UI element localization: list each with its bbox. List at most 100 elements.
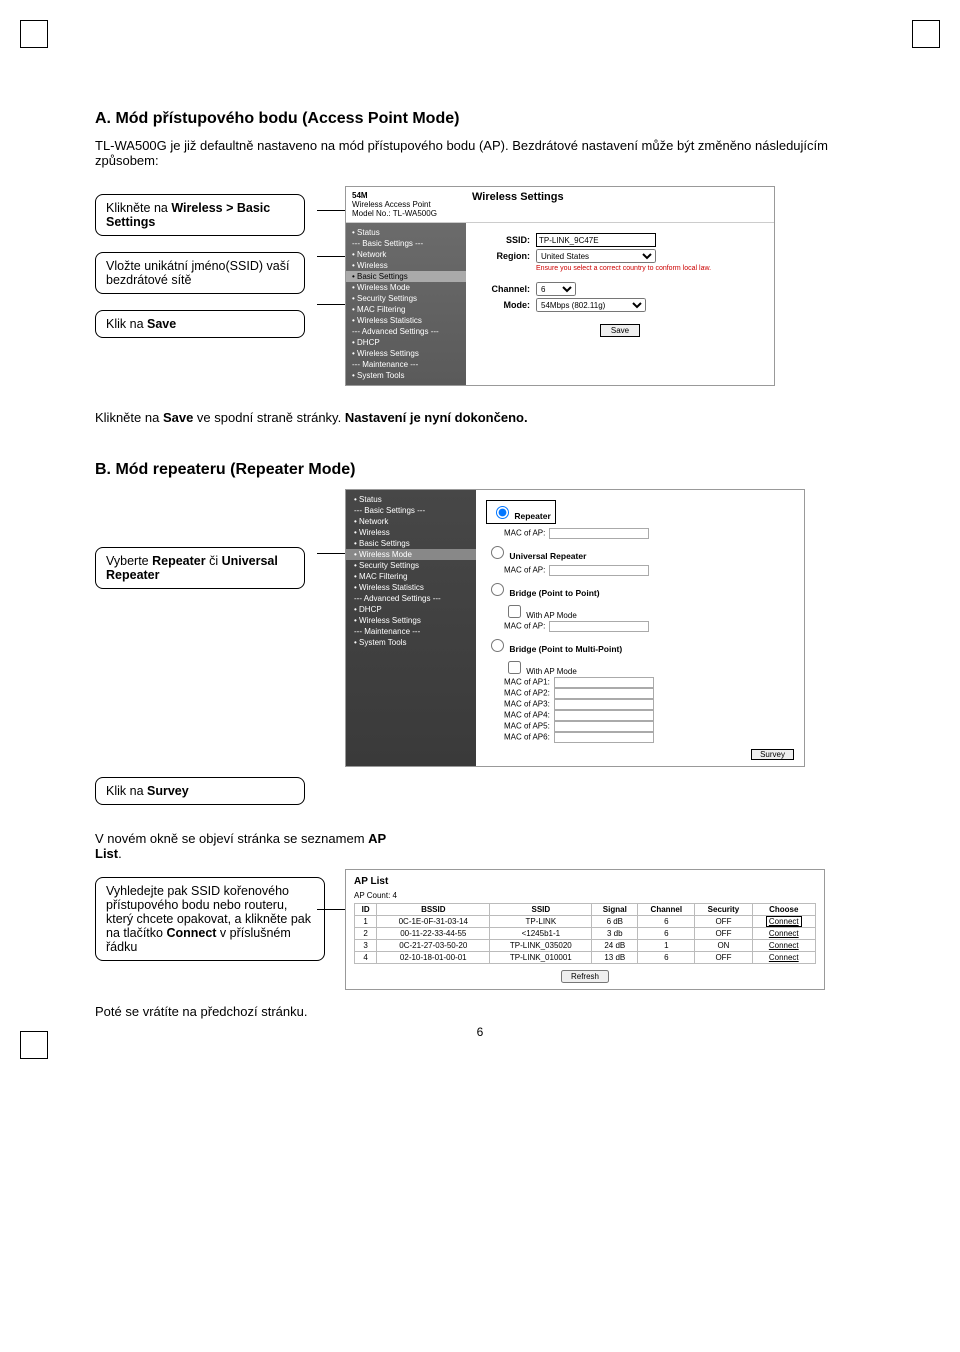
mac-of-ap-label3: MAC of AP: (504, 622, 545, 631)
nav-item[interactable]: • Security Settings (346, 560, 476, 571)
mac2-label: MAC of AP2: (504, 689, 550, 698)
radio-bridge-mp[interactable] (491, 639, 504, 652)
connect-link[interactable]: Connect (769, 953, 799, 962)
nav-heading: --- Basic Settings --- (346, 238, 466, 249)
nav-item[interactable]: • Wireless Settings (346, 348, 466, 359)
c2-pre: Klik na (106, 784, 147, 798)
region-label: Region: (476, 251, 536, 261)
screenshot-ap-list: AP List AP Count: 4 ID BSSID SSID Signal… (345, 869, 825, 990)
aftertext-bold2: Nastavení je nyní dokončeno. (345, 410, 528, 425)
mac-input[interactable] (554, 688, 654, 699)
col-choose: Choose (752, 904, 815, 916)
cell: 02-10-18-01-00-01 (377, 952, 490, 964)
brand-model: Model No.: TL-WA500G (352, 209, 460, 218)
mac6-label: MAC of AP6: (504, 733, 550, 742)
cell: OFF (695, 952, 752, 964)
callout3-pre: Klik na (106, 317, 147, 331)
nav-item[interactable]: • Security Settings (346, 293, 466, 304)
nav-item[interactable]: • Wireless (346, 527, 476, 538)
connector-line (317, 210, 345, 211)
section-a-aftertext: Klikněte na Save ve spodní straně stránk… (95, 410, 865, 425)
nav-item[interactable]: • MAC Filtering (346, 304, 466, 315)
mac-input[interactable] (549, 565, 649, 576)
col-ssid: SSID (490, 904, 592, 916)
ssid-input[interactable] (536, 233, 656, 247)
section-b-para1: V novém okně se objeví stránka se seznam… (95, 831, 415, 861)
nav-item[interactable]: • DHCP (346, 604, 476, 615)
region-select[interactable]: United States (536, 249, 656, 263)
cell: 2 (355, 928, 377, 940)
callout-survey: Klik na Survey (95, 777, 305, 805)
mac-input[interactable] (549, 528, 649, 539)
section-a-heading: A. Mód přístupového bodu (Access Point M… (95, 110, 865, 128)
mac-input[interactable] (554, 677, 654, 688)
save-button[interactable]: Save (600, 324, 640, 337)
p1-pre: V novém okně se objeví stránka se seznam… (95, 831, 368, 846)
connect-link[interactable]: Connect (769, 941, 799, 950)
connector-line (317, 909, 345, 910)
connect-link[interactable]: Connect (766, 916, 802, 927)
cell: OFF (695, 916, 752, 928)
mode-select[interactable]: 54Mbps (802.11g) (536, 298, 646, 312)
nav-item[interactable]: • Status (346, 494, 476, 505)
cell: TP-LINK_035020 (490, 940, 592, 952)
refresh-button[interactable]: Refresh (561, 970, 609, 983)
nav-item[interactable]: • Status (346, 227, 466, 238)
mac-of-ap-label: MAC of AP: (504, 529, 545, 538)
nav-item[interactable]: • Wireless (346, 260, 466, 271)
shot1-brand: 54M Wireless Access Point Model No.: TL-… (346, 187, 466, 222)
aftertext-bold: Save (163, 410, 193, 425)
nav-item[interactable]: • Wireless Settings (346, 615, 476, 626)
mac-input[interactable] (549, 621, 649, 632)
nav-item-active[interactable]: • Wireless Mode (346, 549, 476, 560)
nav-heading: --- Maintenance --- (346, 359, 466, 370)
chk-with-ap[interactable] (508, 605, 521, 618)
mac-input[interactable] (554, 721, 654, 732)
channel-label: Channel: (476, 284, 536, 294)
nav-item[interactable]: • MAC Filtering (346, 571, 476, 582)
nav-item[interactable]: • DHCP (346, 337, 466, 348)
shot1-nav: • Status --- Basic Settings --- • Networ… (346, 223, 466, 385)
connect-link[interactable]: Connect (769, 929, 799, 938)
nav-item[interactable]: • Network (346, 249, 466, 260)
mac-input[interactable] (554, 699, 654, 710)
nav-item[interactable]: • System Tools (346, 370, 466, 381)
cell: OFF (695, 928, 752, 940)
brand-54m: 54M (352, 191, 460, 200)
cell: 0C-1E-0F-31-03-14 (377, 916, 490, 928)
aftertext-pre: Klikněte na (95, 410, 163, 425)
col-channel: Channel (638, 904, 695, 916)
nav-item[interactable]: • System Tools (346, 637, 476, 648)
cell: 6 (638, 916, 695, 928)
cell: 3 (355, 940, 377, 952)
table-row: 4 02-10-18-01-00-01 TP-LINK_010001 13 dB… (355, 952, 816, 964)
shot2-nav: • Status --- Basic Settings --- • Networ… (346, 490, 476, 766)
table-header-row: ID BSSID SSID Signal Channel Security Ch… (355, 904, 816, 916)
nav-item[interactable]: • Network (346, 516, 476, 527)
radio-universal[interactable] (491, 546, 504, 559)
connector-line (317, 304, 345, 305)
screenshot-wireless-settings: 54M Wireless Access Point Model No.: TL-… (345, 186, 775, 386)
nav-item[interactable]: • Wireless Statistics (346, 582, 476, 593)
cell: ON (695, 940, 752, 952)
mac-input[interactable] (554, 710, 654, 721)
radio-repeater[interactable] (496, 506, 509, 519)
nav-item[interactable]: • Wireless Statistics (346, 315, 466, 326)
radio-bridge-pp[interactable] (491, 583, 504, 596)
nav-item[interactable]: • Wireless Mode (346, 282, 466, 293)
c1-mid: či (206, 554, 222, 568)
c3-bold: Connect (166, 926, 216, 940)
callout3-bold: Save (147, 317, 176, 331)
shot1-main: SSID: Region: United States Ensure you s… (466, 223, 774, 385)
nav-item[interactable]: • Basic Settings (346, 538, 476, 549)
cell: 3 db (592, 928, 638, 940)
survey-button[interactable]: Survey (751, 749, 794, 760)
cell: 24 dB (592, 940, 638, 952)
chk-with-ap2[interactable] (508, 661, 521, 674)
callout-connect: Vyhledejte pak SSID kořenového přístupov… (95, 877, 325, 961)
aplist-table: ID BSSID SSID Signal Channel Security Ch… (354, 903, 816, 964)
mac5-label: MAC of AP5: (504, 722, 550, 731)
nav-item-active[interactable]: • Basic Settings (346, 271, 466, 282)
channel-select[interactable]: 6 (536, 282, 576, 296)
mac-input[interactable] (554, 732, 654, 743)
